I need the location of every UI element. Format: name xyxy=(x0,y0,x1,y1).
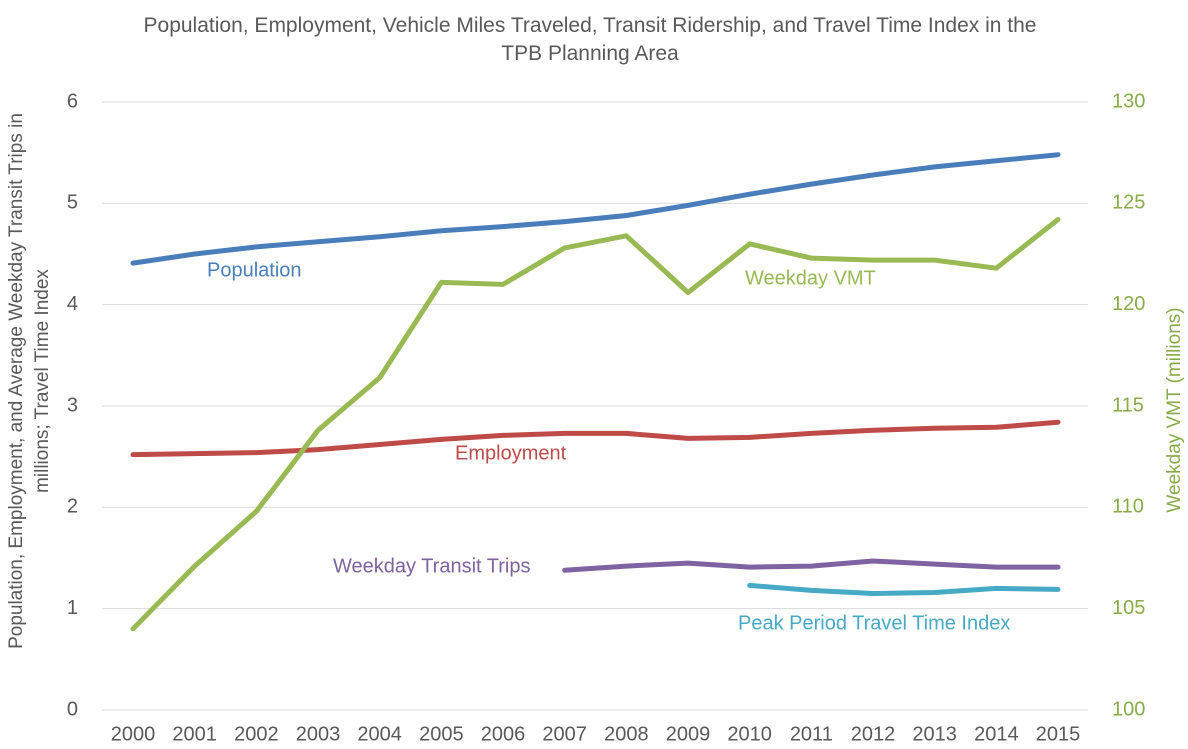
series-label: Population xyxy=(207,259,302,281)
y-tick-label: 5 xyxy=(67,192,78,214)
x-tick-label: 2008 xyxy=(604,723,649,745)
x-tick-label: 2009 xyxy=(666,723,711,745)
x-tick-label: 2001 xyxy=(172,723,217,745)
series-label: Peak Period Travel Time Index xyxy=(738,612,1010,634)
y2-tick-label: 130 xyxy=(1112,90,1145,112)
x-tick-label: 2011 xyxy=(790,723,833,745)
x-tick-label: 2013 xyxy=(912,723,957,745)
series-line xyxy=(747,582,1061,596)
series-label: Weekday Transit Trips xyxy=(333,555,530,577)
x-tick-label: 2002 xyxy=(234,723,279,745)
series-label: Weekday VMT xyxy=(745,267,876,289)
series-line xyxy=(130,217,1061,632)
y2-tick-label: 110 xyxy=(1112,496,1144,518)
x-tick-label: 2010 xyxy=(727,723,772,745)
y-axis-label: Population, Employment, and Average Week… xyxy=(6,113,53,649)
series-label: Employment xyxy=(455,442,567,464)
chart-title: Population, Employment, Vehicle Miles Tr… xyxy=(143,14,1037,65)
x-tick-label: 2012 xyxy=(851,723,896,745)
x-tick-label: 2005 xyxy=(419,723,464,745)
series-line xyxy=(130,419,1061,458)
y2-tick-label: 115 xyxy=(1112,394,1144,416)
y-tick-label: 0 xyxy=(67,698,78,720)
series-line xyxy=(562,558,1061,573)
y-tick-label: 2 xyxy=(67,496,78,518)
y2-axis-label: Weekday VMT (millions) xyxy=(1164,307,1185,513)
x-tick-label: 2006 xyxy=(481,723,526,745)
x-tick-label: 2004 xyxy=(357,723,402,745)
x-tick-label: 2000 xyxy=(111,723,156,745)
series-line xyxy=(130,152,1061,266)
x-tick-label: 2003 xyxy=(296,723,341,745)
y-tick-label: 6 xyxy=(67,90,78,112)
y-tick-label: 3 xyxy=(67,394,78,416)
y-tick-label: 4 xyxy=(67,293,78,315)
x-tick-label: 2014 xyxy=(974,723,1019,745)
y-tick-label: 1 xyxy=(67,597,78,619)
x-tick-label: 2015 xyxy=(1036,723,1081,745)
y2-tick-label: 120 xyxy=(1112,293,1145,315)
y2-tick-label: 105 xyxy=(1112,597,1145,619)
x-tick-label: 2007 xyxy=(542,723,587,745)
y2-tick-label: 100 xyxy=(1112,698,1145,720)
y2-tick-label: 125 xyxy=(1112,192,1145,214)
